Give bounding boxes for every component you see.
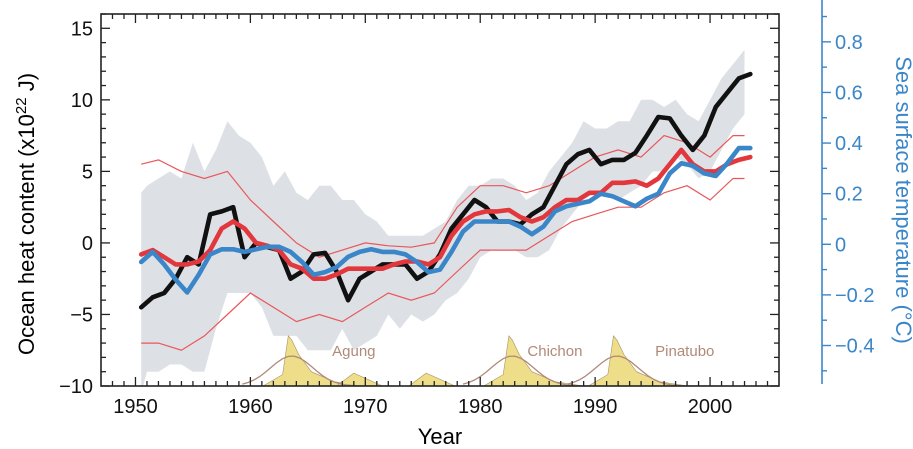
y-axis-title-left-exponent: 22 [13,97,30,114]
volcano-label: Chichon [527,343,582,360]
y-tick-label-right: 0.2 [835,184,863,206]
y-axis-title-left: Ocean heat content (x1022 J) [13,73,39,355]
y-axis-title-right: Sea surface temperature (°C) [891,56,913,344]
uncertainty-band [141,49,745,386]
y-tick-label-right: 0.4 [835,133,863,155]
x-tick-label: 1980 [458,396,503,418]
y-tick-label-right: −0.4 [835,336,874,358]
volcano-label: Agung [332,343,375,360]
y-axis-title-left-main: Ocean heat content (x10 [14,114,39,355]
red-uncertainty-bound [141,134,745,258]
series-line-1 [138,71,753,310]
x-axis-title: Year [418,424,462,449]
y-tick-label-right: 0.6 [835,82,863,104]
x-tick-label: 2000 [688,396,733,418]
x-tick-label: 1970 [343,396,388,418]
x-tick-label: 1990 [573,396,618,418]
volcanic-forcing-minor [336,372,383,386]
y-tick-label-left: 10 [71,90,93,112]
y-tick-label-left: −5 [70,304,93,326]
y-tick-label-right: 0 [835,234,846,256]
volcanic-forcing-peak [587,335,689,386]
y-tick-label-left: 0 [82,233,93,255]
volcano-label: Pinatubo [655,343,714,360]
red-uncertainty-bound [141,177,745,351]
y-axis-title-left-unit: J) [14,73,39,97]
x-tick-label: 1960 [228,396,273,418]
y-tick-label-left: −10 [59,376,93,398]
volcanic-forcing-minor [408,372,456,386]
y-tick-label-right: −0.2 [835,285,874,307]
series-line-3 [138,145,753,295]
y-tick-label-left: 5 [82,161,93,183]
y-tick-label-right: 0.8 [835,32,863,54]
y-tick-label-left: 15 [71,18,93,40]
series-line-2 [138,147,753,281]
volcanic-forcing-peak [483,335,584,386]
x-tick-label: 1950 [113,396,158,418]
